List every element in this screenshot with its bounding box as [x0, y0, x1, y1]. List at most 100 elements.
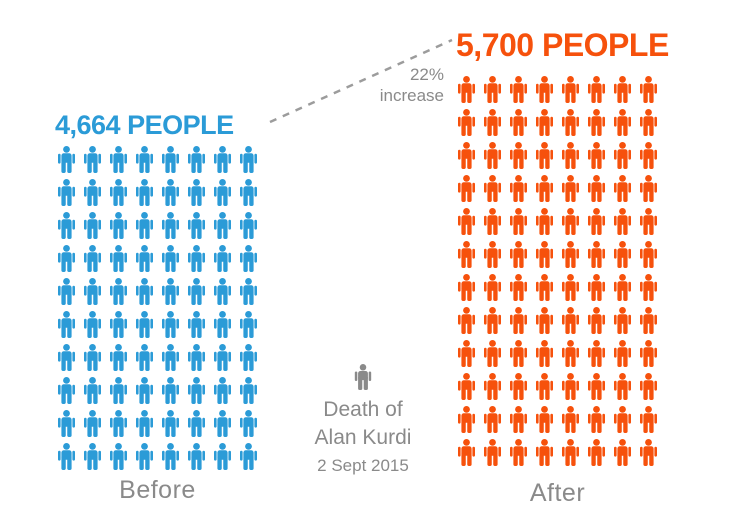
- person-icon: [612, 373, 633, 400]
- increase-word: increase: [379, 86, 444, 106]
- person-icon: [482, 109, 503, 136]
- person-icon: [560, 373, 581, 400]
- increase-percent: 22%: [409, 65, 444, 84]
- person-icon: [586, 109, 607, 136]
- person-icon: [56, 344, 77, 371]
- person-icon: [56, 179, 77, 206]
- person-icon: [134, 311, 155, 338]
- person-icon: [456, 142, 477, 169]
- person-icon: [560, 109, 581, 136]
- person-icon: [534, 307, 555, 334]
- increase-annotation: 22% increase: [324, 64, 444, 107]
- person-icon: [612, 274, 633, 301]
- person-icon: [56, 377, 77, 404]
- person-icon: [160, 344, 181, 371]
- person-icon: [160, 146, 181, 173]
- person-icon: [534, 142, 555, 169]
- person-icon: [238, 146, 259, 173]
- person-icon: [586, 307, 607, 334]
- person-icon: [638, 274, 659, 301]
- after-caption: After: [529, 479, 586, 507]
- person-icon: [238, 443, 259, 470]
- person-icon: [638, 241, 659, 268]
- event-date: 2 Sept 2015: [317, 456, 409, 476]
- person-icon: [612, 109, 633, 136]
- person-icon: [160, 410, 181, 437]
- person-icon: [134, 212, 155, 239]
- person-icon: [508, 340, 529, 367]
- person-icon: [134, 245, 155, 272]
- person-icon: [212, 377, 233, 404]
- person-icon: [108, 377, 129, 404]
- memorial-person-icon: [353, 364, 373, 390]
- person-icon: [534, 439, 555, 466]
- event-line-1: Death of: [323, 398, 403, 421]
- person-icon: [560, 439, 581, 466]
- person-icon: [238, 245, 259, 272]
- person-icon: [108, 146, 129, 173]
- person-icon: [560, 76, 581, 103]
- person-icon: [108, 410, 129, 437]
- person-icon: [82, 212, 103, 239]
- person-icon: [108, 212, 129, 239]
- person-icon: [238, 212, 259, 239]
- person-icon: [456, 439, 477, 466]
- before-pictogram-grid: [56, 146, 259, 470]
- person-icon: [186, 344, 207, 371]
- person-icon: [560, 241, 581, 268]
- person-icon: [508, 142, 529, 169]
- person-icon: [482, 76, 503, 103]
- person-icon: [534, 76, 555, 103]
- person-icon: [482, 307, 503, 334]
- person-icon: [456, 109, 477, 136]
- person-icon: [534, 175, 555, 202]
- person-icon: [134, 179, 155, 206]
- person-icon: [508, 373, 529, 400]
- person-icon: [560, 274, 581, 301]
- person-icon: [238, 278, 259, 305]
- person-icon: [186, 212, 207, 239]
- person-icon: [456, 340, 477, 367]
- person-icon: [456, 241, 477, 268]
- person-icon: [160, 311, 181, 338]
- person-icon: [160, 179, 181, 206]
- person-icon: [108, 278, 129, 305]
- person-icon: [160, 212, 181, 239]
- person-icon: [560, 175, 581, 202]
- person-icon: [586, 241, 607, 268]
- person-icon: [638, 373, 659, 400]
- person-icon: [212, 212, 233, 239]
- person-icon: [508, 406, 529, 433]
- before-value-label: 4,664 PEOPLE: [55, 110, 234, 140]
- person-icon: [612, 175, 633, 202]
- person-icon: [238, 179, 259, 206]
- person-icon: [238, 344, 259, 371]
- person-icon: [586, 76, 607, 103]
- person-icon: [82, 278, 103, 305]
- person-icon: [82, 377, 103, 404]
- person-icon: [186, 278, 207, 305]
- dashed-connector-line: [269, 38, 453, 124]
- person-icon: [108, 443, 129, 470]
- person-icon: [82, 344, 103, 371]
- person-icon: [560, 340, 581, 367]
- person-icon: [186, 245, 207, 272]
- person-icon: [586, 406, 607, 433]
- person-icon: [56, 410, 77, 437]
- person-icon: [212, 179, 233, 206]
- person-icon: [134, 146, 155, 173]
- person-icon: [586, 439, 607, 466]
- person-icon: [612, 241, 633, 268]
- person-icon: [238, 410, 259, 437]
- person-icon: [508, 439, 529, 466]
- person-icon: [534, 340, 555, 367]
- person-icon: [56, 245, 77, 272]
- person-icon: [612, 340, 633, 367]
- person-icon: [82, 179, 103, 206]
- person-icon: [482, 439, 503, 466]
- person-icon: [82, 410, 103, 437]
- person-icon: [186, 410, 207, 437]
- person-icon: [56, 443, 77, 470]
- person-icon: [638, 142, 659, 169]
- person-icon: [456, 76, 477, 103]
